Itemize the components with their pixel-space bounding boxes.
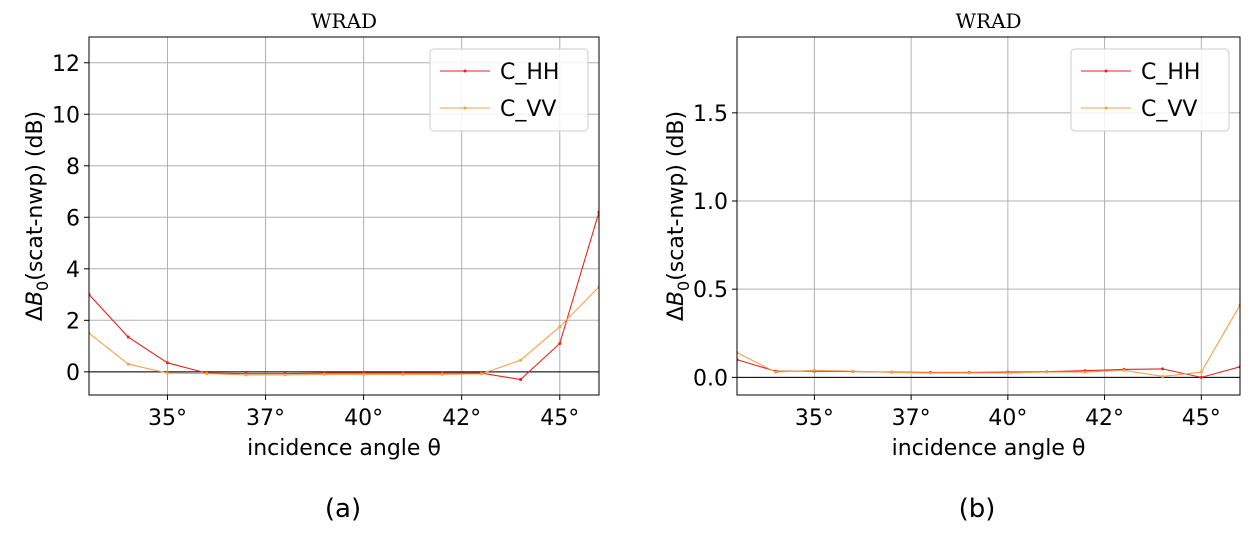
chart-panel-b: 35° 37° 40° 42° 45° 0.0 0.5 1.0 1.5 WRAD incidence…	[664, 9, 1241, 524]
y-tick-label: 6	[66, 206, 80, 231]
y-tick-label: 0.0	[693, 366, 728, 391]
data-point-C_VV	[283, 373, 287, 377]
legend-label-C_VV: C_VV	[500, 97, 556, 122]
data-point-C_VV	[165, 371, 169, 375]
data-point-C_VV	[1122, 368, 1126, 372]
data-point-C_HH	[165, 361, 169, 365]
data-point-C_VV	[479, 372, 483, 376]
y-tick-label: 0.5	[693, 278, 728, 303]
legend-label-C_HH: C_HH	[1141, 60, 1200, 85]
data-point-C_VV	[440, 372, 444, 376]
panel-label: (a)	[325, 494, 361, 524]
x-tick-label: 37°	[246, 406, 285, 431]
chart-title: WRAD	[955, 9, 1021, 33]
series-C_VV	[89, 285, 599, 377]
legend-marker-C_VV	[463, 106, 467, 110]
data-point-C_VV	[928, 371, 932, 375]
data-point-C_VV	[244, 373, 248, 377]
data-point-C_VV	[1083, 370, 1087, 374]
legend-marker-C_HH	[463, 69, 467, 73]
data-point-C_HH	[558, 341, 562, 345]
data-point-C_VV	[774, 370, 778, 374]
series-line-C_HH	[89, 211, 599, 381]
legend-box	[1070, 48, 1230, 132]
data-point-C_HH	[126, 335, 130, 339]
x-tick-label: 42°	[1085, 406, 1124, 431]
x-tick-label: 35°	[148, 406, 187, 431]
data-point-C_HH	[519, 378, 523, 382]
data-point-C_VV	[205, 372, 209, 376]
data-point-C_VV	[890, 370, 894, 374]
series-line-C_VV	[737, 304, 1240, 378]
data-point-C_VV	[851, 369, 855, 373]
legend-marker-C_VV	[1104, 106, 1108, 110]
data-point-C_VV	[967, 371, 971, 375]
legend: C_HH C_VV	[1070, 48, 1230, 132]
data-point-C_HH	[1199, 375, 1203, 379]
data-point-C_VV	[1161, 374, 1165, 378]
data-point-C_VV	[1045, 370, 1049, 374]
series-C_HH	[89, 210, 599, 382]
panel-label: (b)	[959, 494, 996, 524]
data-point-C_HH	[1161, 367, 1165, 371]
x-tick-label: 45°	[1182, 406, 1221, 431]
data-point-C_VV	[812, 368, 816, 372]
axes-frame	[736, 36, 1241, 396]
y-tick-label: 12	[52, 52, 80, 77]
data-point-C_VV	[558, 325, 562, 329]
y-tick-label: 10	[52, 103, 80, 128]
x-tick-label: 42°	[442, 406, 481, 431]
y-tick-label: 1.5	[693, 102, 728, 127]
axes-frame	[88, 36, 600, 396]
y-axis-label: ΔB0(scat-nwp) (dB)	[664, 111, 693, 321]
y-tick-label: 0	[66, 361, 80, 386]
legend-label-C_VV: C_VV	[1141, 97, 1197, 122]
x-tick-label: 37°	[892, 406, 931, 431]
series-line-C_HH	[737, 359, 1240, 378]
data-point-C_VV	[126, 362, 130, 366]
y-tick-label: 8	[66, 155, 80, 180]
chart-title: WRAD	[311, 9, 377, 33]
x-tick-label: 35°	[795, 406, 834, 431]
data-point-C_VV	[1006, 371, 1010, 375]
data-point-C_VV	[519, 358, 523, 362]
y-tick-label: 4	[66, 258, 80, 283]
legend-marker-C_HH	[1104, 69, 1108, 73]
legend-label-C_HH: C_HH	[500, 60, 559, 85]
y-tick-label: 1.0	[693, 190, 728, 215]
x-tick-label: 40°	[344, 406, 383, 431]
data-point-C_VV	[362, 372, 366, 376]
x-tick-label: 45°	[540, 406, 579, 431]
y-axis-label: ΔB0(scat-nwp) (dB)	[23, 111, 52, 321]
series-C_VV	[737, 303, 1240, 378]
y-tick-label: 2	[66, 309, 80, 334]
data-point-C_VV	[322, 372, 326, 376]
x-tick-label: 40°	[988, 406, 1027, 431]
series-line-C_VV	[89, 286, 599, 376]
data-point-C_VV	[401, 372, 405, 376]
chart-panel-a: 35° 37° 40° 42° 45° 0 2 4 6 8 10 12 WRAD incidence an…	[23, 9, 600, 524]
x-axis-label: incidence angle θ	[247, 436, 441, 461]
data-point-C_VV	[1199, 370, 1203, 374]
legend-box	[429, 48, 589, 132]
legend: C_HH C_VV	[429, 48, 589, 132]
x-axis-label: incidence angle θ	[892, 436, 1086, 461]
